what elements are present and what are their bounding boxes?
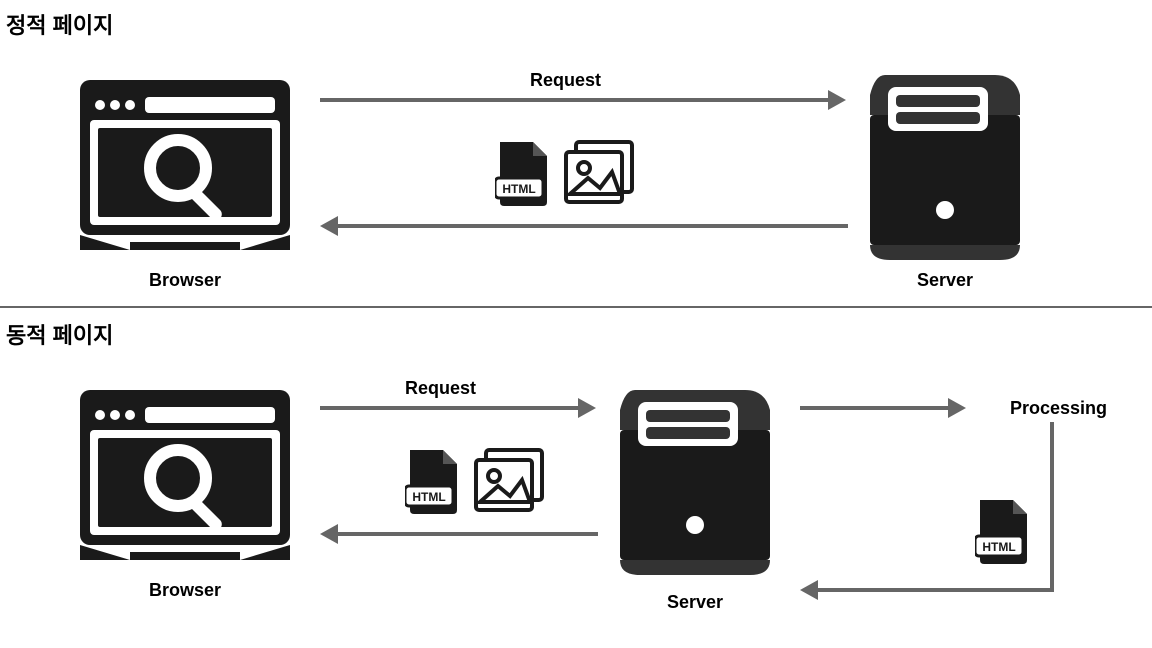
response-arrow-head — [320, 524, 338, 544]
server-label: Server — [630, 592, 760, 613]
processing-arrow — [800, 406, 950, 410]
request-arrow-head — [828, 90, 846, 110]
browser-icon — [70, 380, 300, 570]
server-icon — [860, 65, 1030, 265]
response-arrow-head — [320, 216, 338, 236]
browser-icon — [70, 70, 300, 260]
section2-title: 동적 페이지 — [6, 318, 113, 350]
processing-label: Processing — [1010, 398, 1107, 419]
html-file-icon: HTML — [405, 448, 465, 516]
html-file-icon: HTML — [975, 498, 1035, 566]
html-file-icon: HTML — [495, 140, 555, 208]
browser-label: Browser — [120, 580, 250, 601]
response-arrow — [338, 532, 598, 536]
svg-text:HTML: HTML — [502, 182, 535, 196]
image-icon — [472, 448, 546, 516]
section1-title: 정적 페이지 — [6, 8, 113, 40]
return-arrow-head — [800, 580, 818, 600]
server-label: Server — [880, 270, 1010, 291]
request-arrow-head — [578, 398, 596, 418]
return-hline — [818, 588, 1054, 592]
svg-text:HTML: HTML — [982, 540, 1015, 554]
section-divider — [0, 306, 1152, 308]
request-label: Request — [405, 378, 476, 399]
svg-text:HTML: HTML — [412, 490, 445, 504]
processing-arrow-head — [948, 398, 966, 418]
server-icon — [610, 380, 780, 580]
request-arrow — [320, 406, 580, 410]
return-vline — [1050, 422, 1054, 592]
request-label: Request — [530, 70, 601, 91]
browser-label: Browser — [120, 270, 250, 291]
request-arrow — [320, 98, 830, 102]
image-icon — [562, 140, 636, 208]
response-arrow — [338, 224, 848, 228]
